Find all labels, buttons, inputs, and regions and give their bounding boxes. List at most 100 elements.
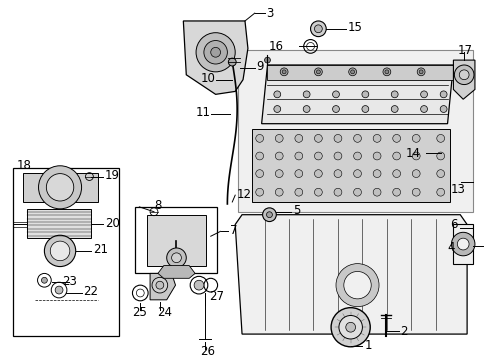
Circle shape	[384, 70, 388, 74]
Circle shape	[210, 48, 220, 57]
Circle shape	[411, 170, 419, 177]
Circle shape	[350, 70, 354, 74]
Circle shape	[450, 232, 474, 256]
Circle shape	[46, 174, 74, 201]
Circle shape	[275, 152, 283, 160]
Circle shape	[194, 280, 203, 290]
Circle shape	[361, 91, 368, 98]
Circle shape	[390, 105, 397, 112]
Circle shape	[332, 91, 339, 98]
Circle shape	[411, 135, 419, 142]
Text: 1: 1	[364, 339, 371, 352]
Circle shape	[316, 70, 320, 74]
Circle shape	[264, 57, 270, 63]
Circle shape	[314, 152, 322, 160]
Circle shape	[314, 68, 322, 76]
Polygon shape	[261, 65, 452, 124]
Polygon shape	[267, 65, 452, 80]
Circle shape	[294, 135, 302, 142]
Circle shape	[420, 105, 427, 112]
Circle shape	[273, 105, 280, 112]
Circle shape	[152, 277, 167, 293]
Circle shape	[372, 170, 380, 177]
Circle shape	[55, 286, 63, 294]
Circle shape	[303, 105, 309, 112]
Text: 3: 3	[266, 6, 273, 20]
Circle shape	[390, 91, 397, 98]
Circle shape	[456, 238, 468, 250]
Polygon shape	[23, 173, 98, 202]
Polygon shape	[452, 60, 474, 99]
Circle shape	[353, 135, 361, 142]
Circle shape	[171, 253, 181, 263]
Text: 17: 17	[456, 44, 471, 57]
Circle shape	[338, 315, 362, 339]
Polygon shape	[251, 129, 449, 202]
Circle shape	[228, 58, 236, 66]
Text: 2: 2	[400, 325, 407, 338]
Circle shape	[282, 70, 285, 74]
Circle shape	[353, 170, 361, 177]
Text: 25: 25	[132, 306, 147, 319]
Circle shape	[294, 170, 302, 177]
Bar	[13, 168, 119, 336]
Circle shape	[255, 152, 263, 160]
Text: 19: 19	[105, 169, 120, 182]
Circle shape	[255, 135, 263, 142]
Text: 8: 8	[154, 199, 161, 212]
Circle shape	[436, 135, 444, 142]
Circle shape	[275, 170, 283, 177]
Text: 5: 5	[292, 204, 300, 217]
Circle shape	[39, 166, 81, 209]
Circle shape	[203, 41, 227, 64]
Circle shape	[44, 235, 76, 266]
Text: 21: 21	[93, 243, 108, 256]
Circle shape	[372, 135, 380, 142]
Text: 16: 16	[268, 40, 284, 53]
Circle shape	[392, 152, 400, 160]
Circle shape	[439, 105, 446, 112]
Circle shape	[335, 264, 378, 307]
Circle shape	[294, 152, 302, 160]
Text: 11: 11	[196, 107, 211, 120]
Circle shape	[255, 170, 263, 177]
Circle shape	[345, 322, 355, 332]
Text: 26: 26	[200, 345, 215, 358]
Text: 24: 24	[157, 306, 172, 319]
Circle shape	[50, 241, 70, 261]
Circle shape	[280, 68, 287, 76]
Bar	[13, 221, 27, 228]
Circle shape	[361, 105, 368, 112]
Circle shape	[275, 188, 283, 196]
Circle shape	[436, 152, 444, 160]
Circle shape	[411, 152, 419, 160]
Circle shape	[310, 21, 325, 37]
Circle shape	[458, 70, 468, 80]
Text: 27: 27	[208, 291, 224, 303]
Text: 7: 7	[230, 224, 237, 237]
Text: 23: 23	[62, 275, 77, 288]
Polygon shape	[158, 266, 195, 278]
Text: 14: 14	[406, 147, 420, 159]
Polygon shape	[452, 225, 472, 264]
Text: 9: 9	[256, 60, 264, 73]
Circle shape	[303, 91, 309, 98]
Circle shape	[166, 248, 186, 267]
Circle shape	[275, 135, 283, 142]
Circle shape	[333, 170, 341, 177]
Circle shape	[353, 188, 361, 196]
Circle shape	[392, 135, 400, 142]
Polygon shape	[150, 273, 175, 300]
Circle shape	[333, 135, 341, 142]
Text: 6: 6	[449, 218, 457, 231]
Circle shape	[420, 91, 427, 98]
Text: 13: 13	[449, 183, 465, 196]
Circle shape	[382, 68, 390, 76]
Circle shape	[439, 91, 446, 98]
Circle shape	[266, 212, 272, 218]
Circle shape	[392, 188, 400, 196]
Text: 20: 20	[105, 217, 120, 230]
Text: 12: 12	[237, 188, 252, 201]
Circle shape	[372, 152, 380, 160]
Bar	[27, 209, 91, 238]
